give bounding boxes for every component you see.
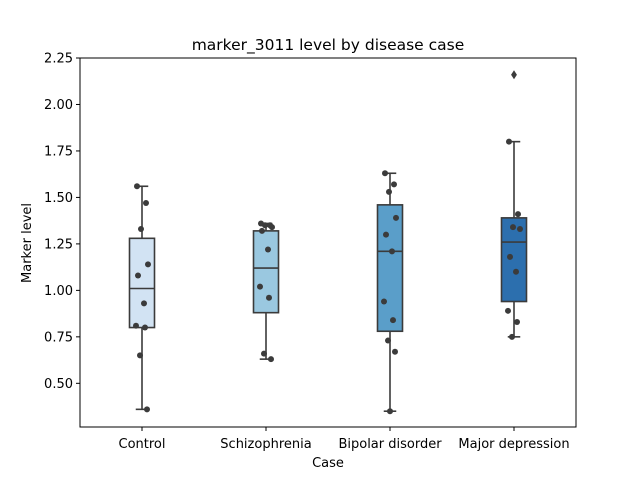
data-point — [266, 294, 272, 301]
data-point — [513, 268, 519, 275]
data-point — [142, 324, 148, 331]
data-point — [144, 406, 150, 413]
y-axis-label: Marker level — [20, 203, 35, 283]
data-point — [393, 214, 399, 221]
data-point — [268, 356, 274, 363]
y-tick-label: 1.25 — [44, 237, 73, 252]
data-point — [514, 318, 520, 325]
box-control — [128, 185, 156, 411]
data-point — [261, 350, 267, 357]
data-point — [506, 138, 512, 145]
y-tick-label: 0.75 — [44, 330, 73, 345]
data-point — [387, 408, 393, 415]
data-point — [257, 283, 263, 290]
data-point — [510, 224, 516, 231]
x-tick-label: Major depression — [458, 437, 569, 452]
y-tick-label: 1.00 — [44, 284, 73, 299]
data-point — [389, 248, 395, 255]
data-point — [381, 298, 387, 305]
data-point — [515, 211, 521, 218]
y-tick-label: 0.50 — [44, 377, 73, 392]
x-tick-label: Schizophrenia — [220, 437, 311, 452]
outlier-marker — [511, 70, 517, 80]
data-point — [392, 348, 398, 355]
plot-frame — [79, 57, 577, 428]
box-iqr — [128, 237, 156, 329]
data-point — [259, 227, 265, 234]
data-point — [517, 226, 523, 233]
x-axis-label: Case — [312, 456, 344, 471]
data-point — [134, 183, 140, 190]
data-point — [143, 199, 149, 206]
data-point — [383, 231, 389, 238]
data-point — [133, 322, 139, 329]
data-point — [138, 226, 144, 233]
x-tick-label: Control — [119, 437, 166, 452]
box-major-depression — [500, 70, 528, 338]
data-point — [145, 261, 151, 268]
data-point — [382, 170, 388, 177]
data-point — [509, 333, 515, 340]
box-iqr — [376, 204, 404, 333]
box-iqr — [500, 217, 528, 303]
data-point — [265, 246, 271, 253]
y-tick-label: 1.50 — [44, 191, 73, 206]
chart-title: marker_3011 level by disease case — [192, 36, 465, 55]
y-tick-label: 1.75 — [44, 144, 73, 159]
data-point — [269, 224, 275, 231]
data-point — [507, 253, 513, 260]
data-point — [391, 181, 397, 188]
data-point — [141, 300, 147, 307]
box-schizophrenia — [252, 222, 280, 360]
data-point — [505, 307, 511, 314]
data-point — [262, 222, 268, 229]
box-bipolar-disorder — [376, 172, 404, 412]
y-tick-label: 2.25 — [44, 52, 73, 67]
plot-area: 0.50 0.75 1.00 1.25 1.50 1.75 2.00 2.25 Control S… — [44, 52, 570, 453]
data-point — [386, 188, 392, 195]
y-tick-label: 2.00 — [44, 98, 73, 113]
box-iqr — [252, 230, 280, 314]
data-point — [390, 317, 396, 324]
data-point — [385, 337, 391, 344]
data-point — [135, 272, 141, 279]
data-point — [137, 352, 143, 359]
x-tick-label: Bipolar disorder — [338, 437, 442, 452]
